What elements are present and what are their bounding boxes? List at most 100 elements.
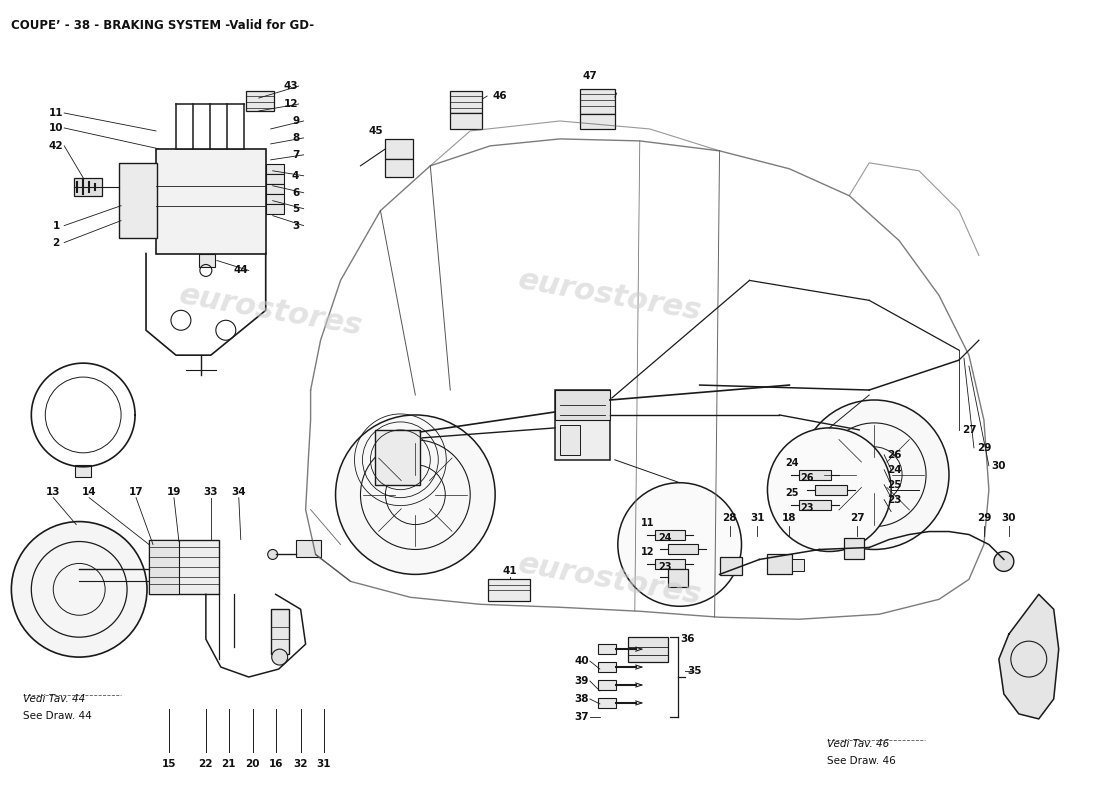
- Bar: [668, 545, 697, 554]
- Text: Vedi Tav. 44: Vedi Tav. 44: [23, 694, 86, 704]
- Bar: [719, 558, 741, 575]
- Text: 23: 23: [801, 502, 814, 513]
- Text: 11: 11: [50, 108, 64, 118]
- Bar: [628, 637, 668, 662]
- Bar: [375, 430, 420, 485]
- Bar: [654, 530, 684, 539]
- Text: 40: 40: [574, 656, 590, 666]
- Text: 47: 47: [583, 71, 597, 81]
- Bar: [156, 149, 266, 254]
- Text: 43: 43: [284, 81, 298, 91]
- Text: 31: 31: [317, 758, 331, 769]
- Text: eurostores: eurostores: [516, 549, 704, 610]
- Circle shape: [768, 428, 891, 551]
- Text: 16: 16: [268, 758, 283, 769]
- Text: 26: 26: [801, 473, 814, 482]
- Bar: [148, 539, 219, 594]
- Bar: [266, 204, 284, 214]
- Text: 26: 26: [887, 450, 901, 460]
- Text: 7: 7: [292, 150, 299, 160]
- Circle shape: [994, 551, 1014, 571]
- Bar: [800, 470, 832, 480]
- Bar: [266, 174, 284, 184]
- Text: 29: 29: [977, 513, 991, 522]
- Text: See Draw. 44: See Draw. 44: [23, 711, 92, 721]
- Bar: [385, 139, 414, 159]
- Bar: [450, 113, 482, 129]
- Text: 25: 25: [887, 480, 901, 490]
- Text: 24: 24: [785, 458, 799, 468]
- Bar: [75, 465, 91, 477]
- Text: 12: 12: [641, 547, 654, 558]
- Bar: [580, 114, 615, 129]
- Bar: [598, 680, 616, 690]
- Text: 24: 24: [658, 533, 671, 542]
- Bar: [668, 570, 688, 587]
- Text: 27: 27: [961, 425, 977, 435]
- Bar: [266, 164, 284, 174]
- Text: 4: 4: [292, 170, 299, 181]
- Text: 33: 33: [204, 486, 218, 497]
- Text: 29: 29: [977, 443, 991, 453]
- Text: 44: 44: [233, 266, 249, 275]
- Bar: [296, 539, 320, 558]
- Bar: [556, 390, 609, 460]
- Bar: [488, 579, 530, 602]
- Text: 23: 23: [887, 494, 901, 505]
- Text: 8: 8: [292, 133, 299, 143]
- Text: 21: 21: [221, 758, 236, 769]
- Bar: [148, 539, 179, 594]
- Text: 11: 11: [641, 518, 654, 527]
- Bar: [271, 610, 288, 654]
- Text: 6: 6: [292, 188, 299, 198]
- Text: 10: 10: [50, 123, 64, 133]
- Text: 13: 13: [46, 486, 60, 497]
- Circle shape: [618, 482, 741, 606]
- Text: 14: 14: [81, 486, 97, 497]
- Circle shape: [272, 649, 288, 665]
- Bar: [800, 500, 832, 510]
- Text: 45: 45: [368, 126, 383, 136]
- Circle shape: [267, 550, 277, 559]
- Bar: [266, 184, 284, 194]
- Bar: [560, 425, 580, 455]
- Circle shape: [11, 522, 147, 657]
- Bar: [119, 163, 157, 238]
- Text: 20: 20: [245, 758, 260, 769]
- Text: 31: 31: [750, 513, 764, 522]
- Polygon shape: [999, 594, 1058, 719]
- Bar: [768, 554, 792, 574]
- Text: 9: 9: [293, 116, 299, 126]
- Text: 15: 15: [162, 758, 176, 769]
- Bar: [654, 559, 684, 570]
- Bar: [792, 559, 804, 571]
- Text: 35: 35: [688, 666, 702, 676]
- Text: 5: 5: [292, 204, 299, 214]
- Text: 19: 19: [167, 486, 182, 497]
- Text: 24: 24: [887, 465, 901, 474]
- Text: 30: 30: [991, 461, 1006, 470]
- Bar: [580, 89, 615, 114]
- Text: 12: 12: [284, 99, 298, 109]
- Text: 28: 28: [723, 513, 737, 522]
- Text: 32: 32: [294, 758, 308, 769]
- Text: 17: 17: [129, 486, 143, 497]
- Text: 2: 2: [53, 238, 59, 247]
- Text: 38: 38: [574, 694, 590, 704]
- Bar: [450, 91, 482, 113]
- Text: 3: 3: [292, 221, 299, 230]
- Text: 39: 39: [574, 676, 590, 686]
- Circle shape: [336, 415, 495, 574]
- Text: 42: 42: [48, 141, 64, 151]
- Circle shape: [800, 400, 949, 550]
- Text: eurostores: eurostores: [177, 280, 365, 341]
- Text: 22: 22: [199, 758, 213, 769]
- Bar: [598, 698, 616, 708]
- Bar: [598, 644, 616, 654]
- Text: See Draw. 46: See Draw. 46: [827, 756, 896, 766]
- Bar: [199, 254, 214, 267]
- Text: 18: 18: [782, 513, 796, 522]
- Text: 23: 23: [658, 562, 671, 573]
- Bar: [845, 538, 865, 559]
- Text: 37: 37: [574, 712, 590, 722]
